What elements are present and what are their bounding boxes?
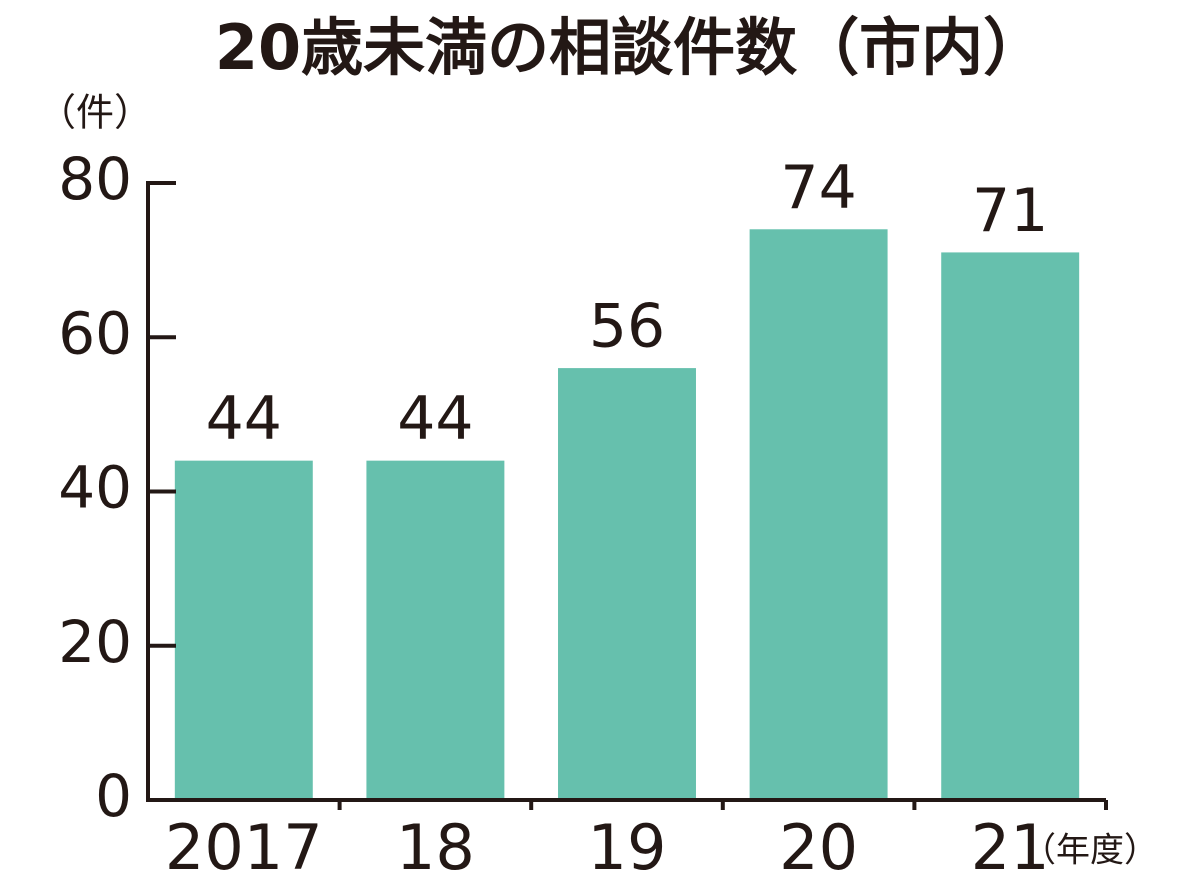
y-tick-label: 0 — [95, 762, 132, 830]
bar — [174, 460, 313, 800]
bar — [366, 460, 505, 800]
y-unit: （件） — [38, 91, 152, 135]
y-tick-label: 20 — [58, 608, 132, 676]
y-tick-label: 80 — [58, 145, 132, 213]
value-label: 44 — [206, 384, 282, 454]
value-label: 71 — [972, 176, 1048, 246]
chart-title: 20歳未満の相談件数（市内） — [215, 11, 1045, 84]
bar — [558, 368, 696, 800]
y-tick-label: 40 — [58, 454, 132, 522]
x-tick-label: 21 — [971, 811, 1050, 880]
x-unit: （年度） — [1022, 831, 1158, 871]
x-tick-label: 19 — [588, 811, 667, 880]
x-tick-label: 18 — [396, 811, 475, 880]
value-label: 56 — [589, 292, 665, 362]
bar — [749, 229, 888, 800]
bar — [941, 252, 1080, 801]
y-tick-label: 60 — [58, 299, 132, 367]
x-tick-label: 2017 — [165, 811, 323, 880]
x-tick-label: 20 — [779, 811, 858, 880]
value-label: 74 — [780, 153, 856, 223]
value-label: 44 — [397, 384, 473, 454]
